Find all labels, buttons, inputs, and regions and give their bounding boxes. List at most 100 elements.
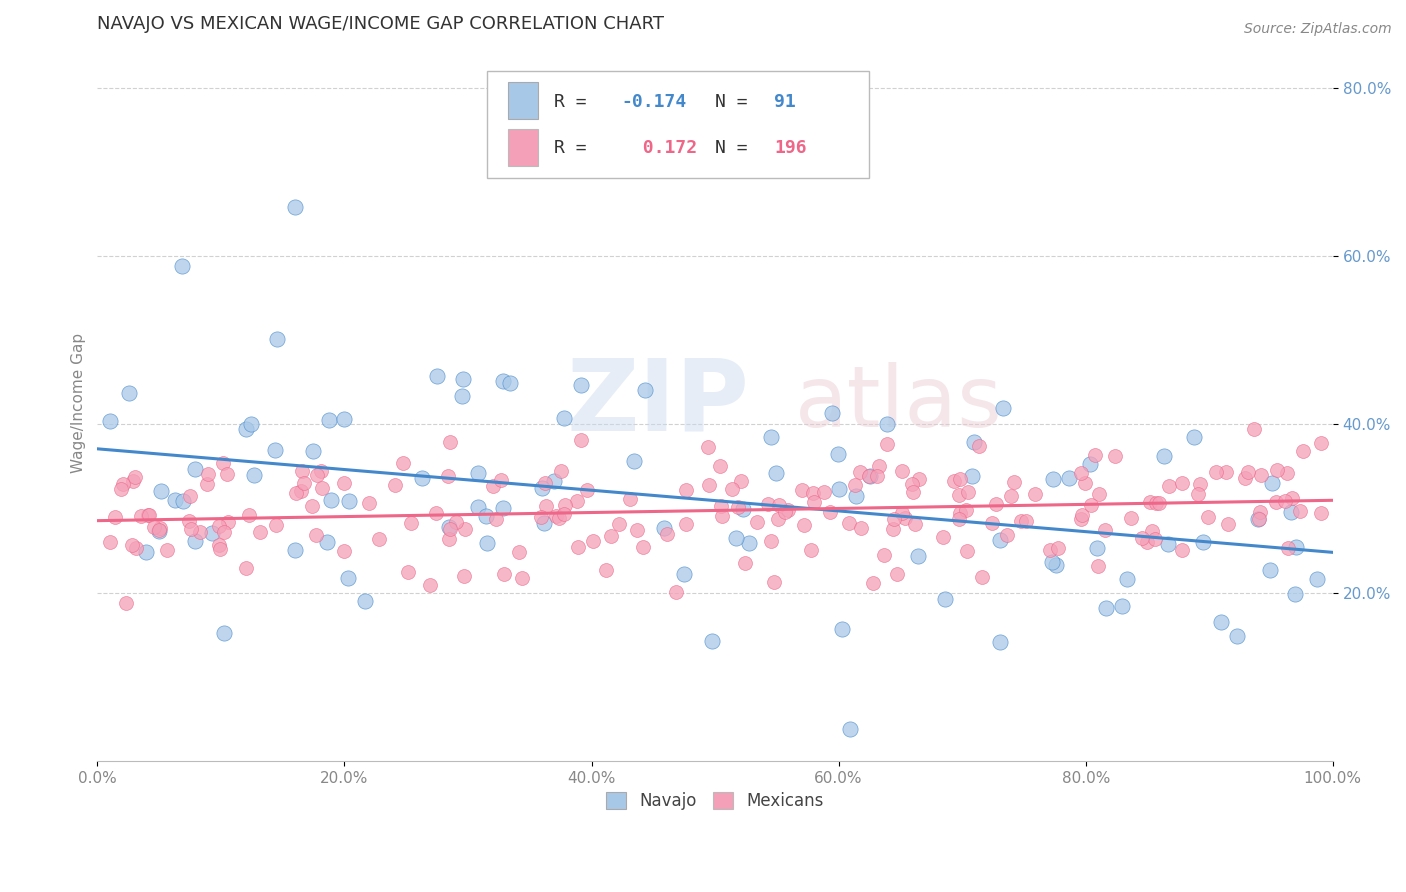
Point — [118, 385, 141, 400]
Point — [1279, 505, 1302, 519]
Point — [437, 520, 460, 534]
Point — [512, 571, 534, 585]
Text: 196: 196 — [775, 139, 807, 157]
Point — [1144, 533, 1167, 547]
Point — [217, 467, 239, 481]
Point — [235, 561, 257, 575]
Point — [550, 464, 572, 478]
Point — [533, 516, 555, 531]
Point — [180, 522, 202, 536]
Point — [934, 591, 956, 606]
Point — [1258, 563, 1281, 577]
Point — [932, 530, 955, 544]
FancyBboxPatch shape — [486, 70, 869, 178]
Point — [111, 477, 134, 491]
Point — [995, 528, 1018, 542]
Point — [316, 535, 339, 549]
Point — [1104, 450, 1126, 464]
Point — [242, 468, 264, 483]
Point — [217, 515, 239, 529]
Point — [1087, 559, 1109, 574]
Point — [848, 465, 870, 479]
Point — [1250, 467, 1272, 482]
Point — [1159, 478, 1181, 492]
Point — [773, 505, 796, 519]
Point — [124, 470, 146, 484]
Point — [292, 475, 315, 490]
Point — [1074, 476, 1097, 491]
Point — [467, 466, 489, 480]
Point — [1088, 486, 1111, 500]
Point — [908, 472, 931, 486]
Text: N =: N = — [716, 94, 759, 112]
Point — [1139, 495, 1161, 509]
Point — [183, 533, 205, 548]
Point — [803, 495, 825, 509]
Point — [333, 411, 356, 425]
Point — [305, 467, 328, 482]
Point — [866, 469, 889, 483]
Point — [607, 516, 630, 531]
Point — [948, 512, 970, 526]
Point — [489, 473, 512, 487]
Point — [148, 523, 170, 537]
Point — [696, 440, 718, 454]
Point — [437, 533, 460, 547]
Point — [623, 454, 645, 468]
Point — [136, 508, 159, 523]
Point — [727, 500, 749, 514]
Point — [886, 567, 908, 582]
Point — [1288, 504, 1310, 518]
Point — [544, 509, 567, 524]
Point — [1247, 511, 1270, 525]
Point — [534, 476, 557, 491]
Point — [675, 483, 697, 497]
Point — [208, 538, 231, 552]
Point — [1305, 572, 1327, 586]
Point — [1285, 540, 1308, 554]
Point — [384, 478, 406, 492]
Point — [827, 447, 849, 461]
Point — [368, 533, 391, 547]
Point — [818, 505, 841, 519]
Point — [1277, 541, 1299, 555]
Point — [1187, 487, 1209, 501]
Point — [115, 596, 138, 610]
Point — [793, 517, 815, 532]
Point — [138, 508, 160, 522]
Point — [790, 483, 813, 497]
Point — [776, 502, 799, 516]
Point — [1144, 496, 1167, 510]
Point — [675, 516, 697, 531]
Point — [1147, 496, 1170, 510]
Point — [426, 368, 449, 383]
Point — [957, 485, 980, 500]
Point — [98, 414, 121, 428]
Point — [711, 508, 734, 523]
Point — [1215, 465, 1237, 479]
Point — [212, 456, 235, 470]
Point — [104, 509, 127, 524]
Point — [1309, 435, 1331, 450]
Point — [553, 507, 575, 521]
Point — [731, 501, 754, 516]
Point — [122, 474, 145, 488]
Point — [709, 458, 731, 473]
Point — [1121, 511, 1143, 525]
Point — [1226, 629, 1249, 643]
Point — [195, 477, 218, 491]
Point — [631, 540, 654, 554]
Point — [1211, 615, 1233, 630]
Point — [1115, 572, 1137, 586]
Point — [425, 506, 447, 520]
Point — [305, 528, 328, 542]
Point — [1140, 524, 1163, 538]
Point — [396, 566, 419, 580]
Point — [984, 497, 1007, 511]
Point — [1010, 514, 1032, 528]
Point — [724, 531, 747, 545]
Point — [1275, 467, 1298, 481]
Text: 0.172: 0.172 — [621, 139, 697, 157]
Text: R =: R = — [554, 139, 598, 157]
Point — [766, 512, 789, 526]
